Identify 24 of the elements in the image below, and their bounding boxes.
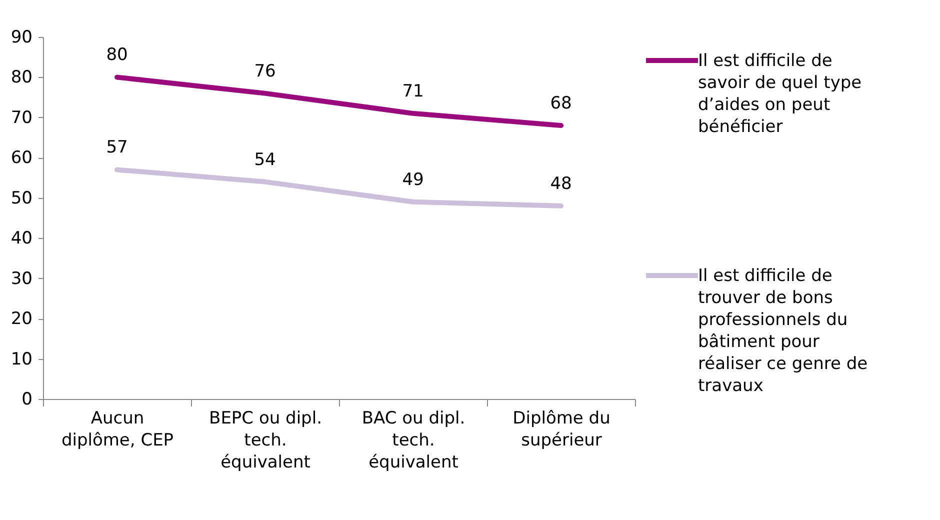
x-tick-label: BAC ou dipl. tech. équivalent <box>362 408 466 472</box>
data-label: 80 <box>106 45 128 66</box>
y-tick-label: 10 <box>10 349 32 370</box>
data-label: 49 <box>402 170 424 190</box>
y-tick-label: 30 <box>10 268 32 289</box>
data-label: 71 <box>402 81 424 102</box>
y-tick-label: 80 <box>10 68 32 88</box>
y-tick-label: 20 <box>10 309 32 330</box>
data-label: 76 <box>254 61 276 82</box>
legend-label: Il est difficile de savoir de quel type d’aides on peut bénéficier <box>698 50 863 138</box>
data-label: 54 <box>254 150 276 170</box>
x-tick-label: BEPC ou dipl. tech. équivalent <box>209 408 322 472</box>
data-label: 48 <box>550 174 572 194</box>
y-tick-label: 40 <box>10 228 32 249</box>
y-tick-label: 50 <box>10 188 32 208</box>
x-tick-label: Aucun diplôme, CEP <box>61 408 174 450</box>
y-tick-label: 60 <box>10 148 32 168</box>
data-label: 57 <box>106 138 128 158</box>
data-label: 68 <box>550 93 572 114</box>
x-tick-label: Diplôme du supérieur <box>512 408 610 450</box>
y-tick-label: 90 <box>10 28 32 48</box>
y-tick-label: 0 <box>22 390 32 410</box>
y-tick-label: 70 <box>10 108 32 128</box>
legend-label: Il est difficile de trouver de bons professionnels du bâtiment pour réaliser ce genre de travaux <box>698 265 868 397</box>
